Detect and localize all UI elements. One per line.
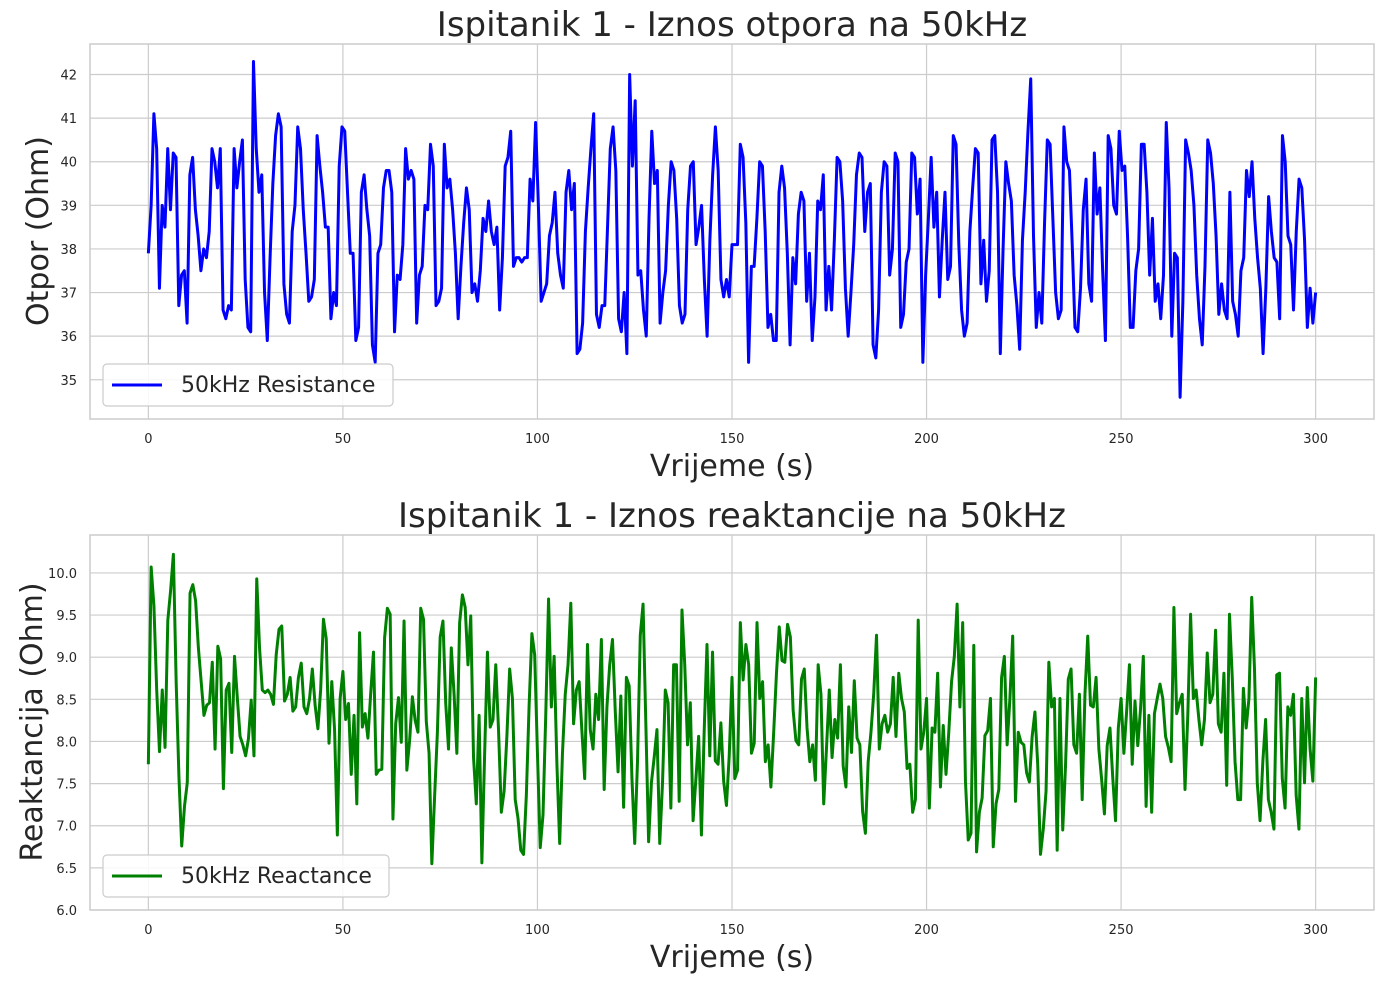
resistance-x-axis-label: Vrijeme (s) [650, 449, 814, 484]
reactance-y-tick-label: 6.5 [56, 862, 77, 877]
reactance-x-tick-label: 50 [335, 923, 352, 938]
reactance-y-tick-label: 8.5 [56, 693, 77, 708]
resistance-chart: Ispitanik 1 - Iznos otpora na 50kHz 35 36… [21, 5, 1375, 484]
reactance-y-tick-label: 9.0 [56, 651, 77, 666]
reactance-x-tick-label: 0 [144, 923, 152, 938]
resistance-x-tick-label: 250 [1109, 432, 1134, 447]
reactance-legend-box [102, 854, 390, 898]
reactance-x-axis-label: Vrijeme (s) [650, 940, 814, 975]
reactance-series-line [146, 552, 1318, 866]
resistance-x-tick-label: 300 [1303, 432, 1328, 447]
resistance-y-tick-label: 40 [60, 156, 77, 171]
resistance-y-tick-label: 39 [60, 199, 77, 214]
resistance-y-axis-label: Otpor (Ohm) [21, 136, 56, 326]
reactance-y-ticks: 6.0 6.5 7.0 7.5 8.0 8.5 9.0 9.5 10.0 [48, 567, 77, 919]
reactance-y-axis-label: Reaktancija (Ohm) [15, 582, 50, 861]
reactance-x-ticks: 0 50 100 150 200 250 300 [144, 923, 1328, 938]
reactance-x-tick-label: 150 [720, 923, 745, 938]
reactance-x-tick-label: 250 [1109, 923, 1134, 938]
resistance-x-tick-label: 50 [335, 432, 352, 447]
reactance-y-tick-label: 7.0 [56, 820, 77, 835]
resistance-y-tick-label: 41 [60, 112, 77, 127]
resistance-x-tick-label: 200 [914, 432, 939, 447]
reactance-x-tick-label: 200 [914, 923, 939, 938]
reactance-y-tick-label: 8.0 [56, 735, 77, 750]
reactance-y-tick-label: 7.5 [56, 778, 77, 793]
resistance-x-tick-label: 100 [525, 432, 550, 447]
resistance-y-tick-label: 35 [60, 374, 77, 389]
reactance-chart-title: Ispitanik 1 - Iznos reaktancije na 50kHz [398, 496, 1066, 536]
resistance-y-tick-label: 36 [60, 330, 77, 345]
reactance-x-tick-label: 300 [1303, 923, 1328, 938]
reactance-x-tick-label: 100 [525, 923, 550, 938]
reactance-plot-frame [89, 534, 1375, 911]
reactance-chart: Ispitanik 1 - Iznos reaktancije na 50kHz… [15, 496, 1375, 975]
resistance-legend: 50kHz Resistance [102, 363, 394, 407]
resistance-legend-box [102, 363, 394, 407]
resistance-legend-label: 50kHz Resistance [181, 373, 375, 398]
reactance-y-tick-label: 6.0 [56, 904, 77, 919]
resistance-plot-frame [89, 43, 1375, 420]
reactance-legend-label: 50kHz Reactance [181, 864, 372, 889]
reactance-y-tick-label: 9.5 [56, 609, 77, 624]
resistance-x-tick-label: 0 [144, 432, 152, 447]
resistance-chart-title: Ispitanik 1 - Iznos otpora na 50kHz [437, 5, 1027, 45]
resistance-y-tick-label: 42 [60, 69, 77, 84]
reactance-legend: 50kHz Reactance [102, 854, 390, 898]
resistance-x-ticks: 0 50 100 150 200 250 300 [144, 432, 1328, 447]
resistance-series-line [146, 59, 1318, 399]
resistance-x-tick-label: 150 [720, 432, 745, 447]
reactance-y-tick-label: 10.0 [48, 567, 77, 582]
resistance-y-ticks: 35 36 37 38 39 40 41 42 [60, 69, 77, 389]
resistance-y-tick-label: 38 [60, 243, 77, 258]
resistance-y-tick-label: 37 [60, 287, 77, 302]
